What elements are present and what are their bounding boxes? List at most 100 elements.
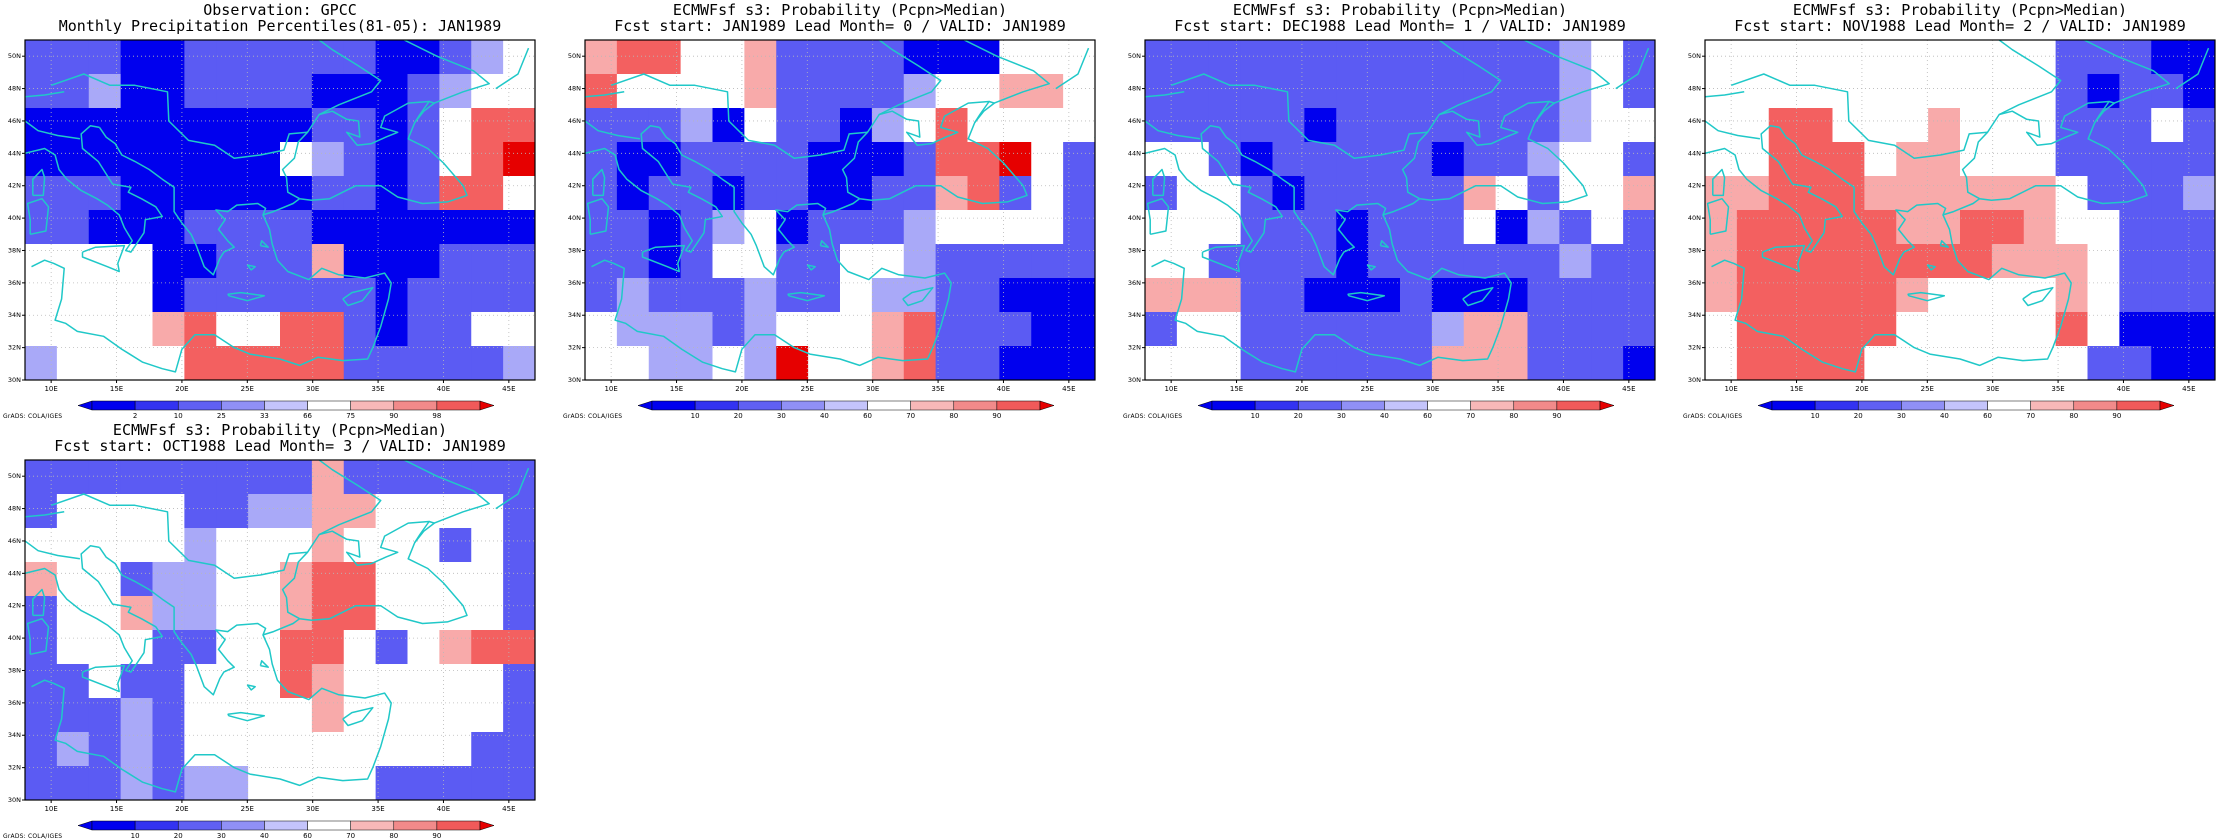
- grid-cell: [375, 40, 409, 75]
- coastline: [1379, 240, 1389, 248]
- grid-cell: [120, 698, 154, 733]
- grid-cell: [1463, 210, 1497, 245]
- grid-cell: [1527, 40, 1560, 75]
- coastline: [495, 47, 530, 90]
- coastline: [227, 711, 266, 722]
- grid-cell: [1928, 210, 1961, 245]
- grid-cell: [503, 312, 535, 347]
- grid-cell: [439, 346, 472, 380]
- grid-cell: [1495, 74, 1529, 109]
- grid-cell: [1527, 176, 1560, 211]
- grid-cell: [2119, 176, 2152, 211]
- grid-cell: [1368, 346, 1401, 380]
- coastline: [806, 264, 816, 271]
- y-tick-label: 38N: [1128, 246, 1141, 254]
- grid-cell: [1304, 176, 1337, 211]
- grid-cell: [2087, 210, 2120, 245]
- grid-cell: [1527, 278, 1560, 313]
- coastline: [98, 546, 301, 696]
- grid-cell: [1591, 244, 1624, 279]
- x-tick-label: 40E: [1557, 385, 1570, 393]
- colorbar-label: 10: [1811, 412, 1820, 420]
- graticule: [25, 40, 535, 380]
- coastline: [1366, 264, 1376, 271]
- grid-cell: [407, 698, 440, 733]
- coastline: [25, 120, 81, 140]
- grid-cell: [1832, 176, 1865, 211]
- grid-cell: [808, 210, 841, 245]
- grid-cell: [248, 596, 281, 631]
- grid-cell: [471, 494, 504, 529]
- grid-cell: [503, 142, 535, 177]
- grid-cell: [407, 244, 440, 279]
- grid-cell: [585, 346, 618, 380]
- colorbar-label: 75: [346, 412, 355, 420]
- grid-cell: [935, 278, 969, 313]
- grid-cell: [343, 562, 377, 597]
- grid-cell: [471, 562, 504, 597]
- colorbar-right-arrow: [2159, 400, 2175, 411]
- x-tick-label: 45E: [1622, 385, 1635, 393]
- grid-cell: [1832, 346, 1865, 380]
- grid-cell: [25, 278, 58, 313]
- grid-cell: [1559, 176, 1592, 211]
- grid-cell: [2023, 40, 2057, 75]
- coastline: [819, 240, 829, 248]
- colorbar-bin: [393, 400, 438, 411]
- x-tick-label: 30E: [306, 385, 319, 393]
- colorbar-left-arrow: [77, 400, 93, 411]
- grid-cell: [375, 74, 409, 109]
- grid-cell: [1864, 142, 1897, 177]
- grid-cell: [216, 74, 249, 109]
- colorbar-label: 20: [1294, 412, 1303, 420]
- grid-cell: [1431, 108, 1465, 143]
- grid-cell: [585, 74, 618, 109]
- coastline: [2094, 100, 2116, 124]
- grid-cell: [471, 766, 504, 800]
- y-tick-label: 30N: [8, 796, 21, 804]
- grid-cell: [184, 630, 217, 665]
- colorbar-bin: [1857, 400, 1902, 411]
- grid-cell: [439, 40, 472, 75]
- grid-cell: [1623, 108, 1655, 143]
- grid-cell: [2023, 142, 2057, 177]
- grid-cell: [503, 698, 535, 733]
- grid-cell: [1991, 74, 2025, 109]
- grid-cell: [1272, 346, 1305, 380]
- grid-cell: [585, 40, 618, 75]
- y-tick-label: 40N: [1128, 214, 1141, 222]
- grid-cell: [280, 346, 313, 380]
- grid-cell: [2055, 210, 2089, 245]
- colorbar-bin: [1427, 400, 1471, 411]
- grid-cell: [503, 562, 535, 597]
- grid-cell: [840, 244, 873, 279]
- grid-cell: [248, 460, 281, 495]
- grid-cell: [280, 596, 313, 631]
- coastline: [1961, 100, 2148, 205]
- grid-cell: [1896, 74, 1929, 109]
- graticule: [1705, 40, 2215, 380]
- grid-cell: [935, 210, 969, 245]
- y-tick-label: 40N: [1688, 214, 1701, 222]
- grid-cell: [184, 460, 217, 495]
- grid-cell: [439, 142, 472, 177]
- colorbar-label: 30: [1897, 412, 1906, 420]
- grid-cell: [503, 664, 535, 699]
- graticule: [585, 40, 1095, 380]
- grid-cell: [88, 732, 122, 767]
- grid-cell: [1272, 312, 1305, 347]
- grid-cell: [1736, 346, 1770, 380]
- grid-cell: [407, 176, 440, 211]
- grid-cell: [1960, 40, 1993, 75]
- grid-cell: [1559, 346, 1592, 380]
- colorbar-label: 33: [260, 412, 269, 420]
- coastline: [342, 706, 374, 727]
- grid-cell: [1336, 108, 1369, 143]
- grid-cell: [2119, 244, 2152, 279]
- grid-cell: [1864, 74, 1897, 109]
- grid-cell: [967, 244, 1000, 279]
- grid-cell: [1832, 40, 1865, 75]
- colorbar-label: 10: [691, 412, 700, 420]
- grid-cell: [1400, 278, 1433, 313]
- coastline: [591, 214, 952, 373]
